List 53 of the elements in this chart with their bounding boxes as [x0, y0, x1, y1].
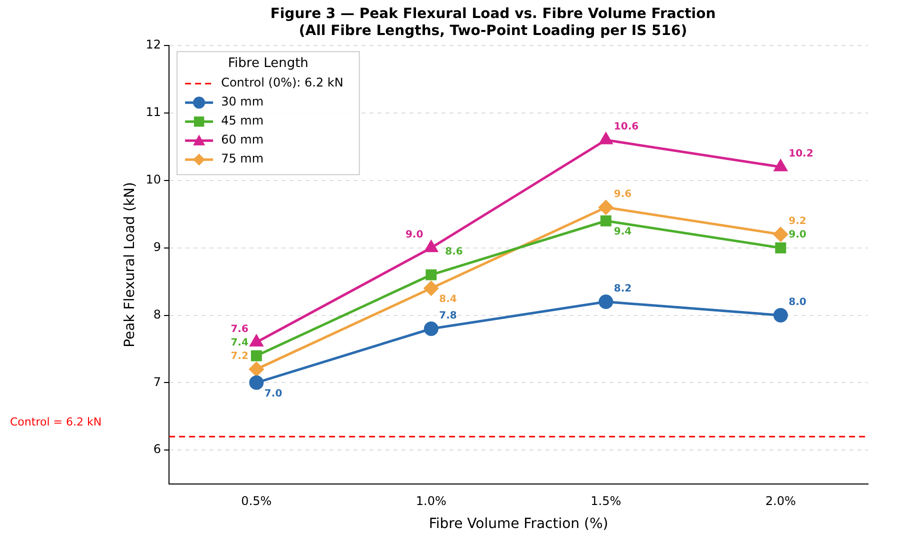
x-tick-label: 2.0%	[765, 494, 796, 508]
x-tick-label: 1.0%	[416, 494, 446, 508]
data-label: 8.0	[788, 296, 806, 308]
point	[774, 160, 788, 172]
data-label: 10.2	[788, 148, 814, 160]
y-tick-label: 12	[146, 38, 162, 52]
y-tick-label: 8	[153, 307, 162, 322]
legend-label: Control (0%): 6.2 kN	[221, 76, 344, 90]
y-axis-title: Peak Flexural Load (kN)	[122, 182, 138, 348]
y-tick-label: 9	[153, 240, 162, 254]
point	[424, 240, 438, 252]
legend-label: 75 mm	[221, 152, 264, 166]
data-label: 7.8	[439, 310, 457, 322]
data-label: 8.2	[614, 283, 632, 294]
point	[424, 281, 438, 296]
data-label: 7.6	[230, 324, 248, 335]
text: Control = 6.2 kN	[10, 415, 102, 428]
data-label: 7.4	[230, 337, 248, 348]
y-tick-label: 6	[153, 442, 162, 456]
point	[249, 362, 264, 376]
point	[773, 308, 788, 323]
x-axis-title: Fibre Volume Fraction (%)	[428, 516, 608, 532]
point	[775, 242, 786, 254]
data-label: 9.2	[788, 216, 806, 227]
point	[249, 375, 264, 390]
point	[600, 215, 612, 226]
point	[424, 321, 438, 336]
legend-title: Fibre Length	[228, 56, 308, 71]
point	[598, 200, 614, 215]
data-label: 9.0	[405, 229, 424, 240]
data-label: 10.6	[614, 122, 639, 133]
data-label: 7.0	[264, 388, 282, 400]
chart-subtitle: (All Fibre Lengths, Two-Point Loading per IS 516)	[298, 22, 688, 39]
x-tick-label: 0.5%	[241, 494, 272, 508]
data-label: 9.0	[788, 229, 806, 240]
data-label: 8.6	[445, 246, 463, 258]
x-tick-label: 1.5%	[590, 494, 622, 508]
legend-label: 45 mm	[221, 114, 264, 128]
y-tick-label: 10	[146, 172, 162, 187]
point	[426, 269, 437, 280]
chart-title: Figure 3 — Peak Flexural Load vs. Fibre Volume Fraction	[270, 6, 716, 22]
point	[773, 227, 788, 242]
point	[598, 294, 614, 310]
y-tick-label: 11	[146, 105, 162, 120]
y-tick-label: 7	[153, 374, 162, 389]
legend-label: 30 mm	[221, 94, 264, 109]
point	[250, 350, 262, 362]
data-label: 7.2	[230, 350, 248, 362]
data-label: 9.4	[614, 226, 632, 238]
data-label: 9.6	[614, 188, 632, 200]
legend-label: 60 mm	[221, 132, 264, 147]
data-label: 8.4	[439, 294, 457, 305]
point	[599, 132, 612, 144]
